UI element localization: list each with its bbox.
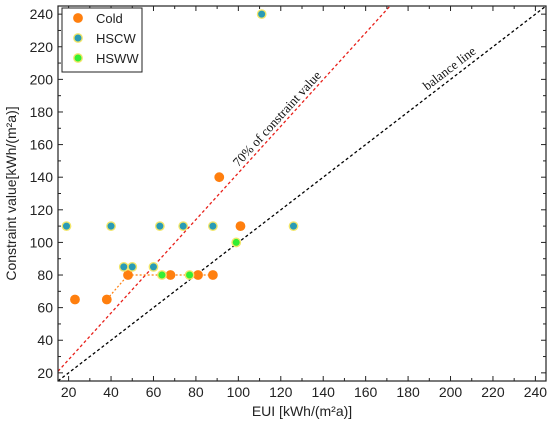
legend: Cold HSCW HSWW [61,7,143,73]
seventy-percent-label: 70% of constraint value [229,68,324,170]
point-hscw-6 [178,221,189,232]
x-tick-label-220: 220 [481,384,505,400]
legend-label-cold: Cold [96,11,123,26]
point-hscw-3 [127,261,138,272]
x-tick-label-20: 20 [61,384,77,400]
point-cold-2 [123,270,133,280]
x-axis-title: EUI [kWh/(m²a)] [252,403,352,419]
x-tick-label-60: 60 [146,384,162,400]
x-tick-label-240: 240 [524,384,548,400]
x-tick-label-160: 160 [354,384,378,400]
seventy-percent-line [58,6,391,372]
y-tick-label-220: 220 [30,39,54,55]
y-tick-label-100: 100 [30,234,54,250]
point-hscw-9 [288,221,299,232]
point-hscw-1 [106,221,116,232]
legend-label-hsww: HSWW [96,51,139,66]
point-hscw-8 [256,9,267,20]
point-hscw-2 [118,261,129,272]
point-hsww-0 [157,270,167,280]
balance-line-label: balance line [420,43,479,93]
y-tick-label-60: 60 [37,300,53,316]
point-cold-1 [101,294,112,305]
point-hsww-2 [231,237,242,248]
y-axis-title: Constraint value[kWh/(m²a)] [3,106,19,280]
point-hscw-0 [61,221,72,232]
x-tick-label-40: 40 [103,384,119,400]
y-tick-label-80: 80 [37,267,53,283]
point-hscw-4 [148,261,159,272]
y-tick-label-20: 20 [37,365,53,381]
y-tick-label-40: 40 [37,332,53,348]
x-tick-label-100: 100 [227,384,251,400]
y-tick-label-140: 140 [30,169,54,185]
x-tick-label-140: 140 [312,384,336,400]
reference-lines [58,6,546,381]
x-tick-label-80: 80 [188,384,204,400]
y-tick-label-200: 200 [30,71,54,87]
legend-label-hscw: HSCW [96,31,136,46]
point-cold-6 [214,172,225,183]
line-annotations: balance line 70% of constraint value [229,43,478,169]
point-cold-5 [207,270,218,280]
balance-line [58,6,546,381]
y-tick-label-240: 240 [30,6,54,22]
point-hscw-7 [207,221,218,232]
point-cold-0 [70,294,80,305]
axis-ticks: 20 40 60 80 100 120 140 160 180 200 220 240 20 40 60 80… [30,6,548,400]
legend-marker-hscw [73,33,83,43]
point-hscw-5 [154,221,165,232]
point-cold-7 [235,221,246,232]
y-tick-label-120: 120 [30,202,54,218]
point-cold-4 [193,270,203,280]
y-tick-label-160: 160 [30,137,54,153]
point-hsww-1 [184,270,195,280]
x-tick-label-180: 180 [396,384,420,400]
y-tick-label-180: 180 [30,104,54,120]
data-points [61,9,299,305]
legend-marker-hsww [73,53,83,63]
x-tick-label-120: 120 [269,384,293,400]
x-tick-label-200: 200 [439,384,463,400]
legend-marker-cold [73,13,83,23]
point-cold-3 [165,270,176,280]
